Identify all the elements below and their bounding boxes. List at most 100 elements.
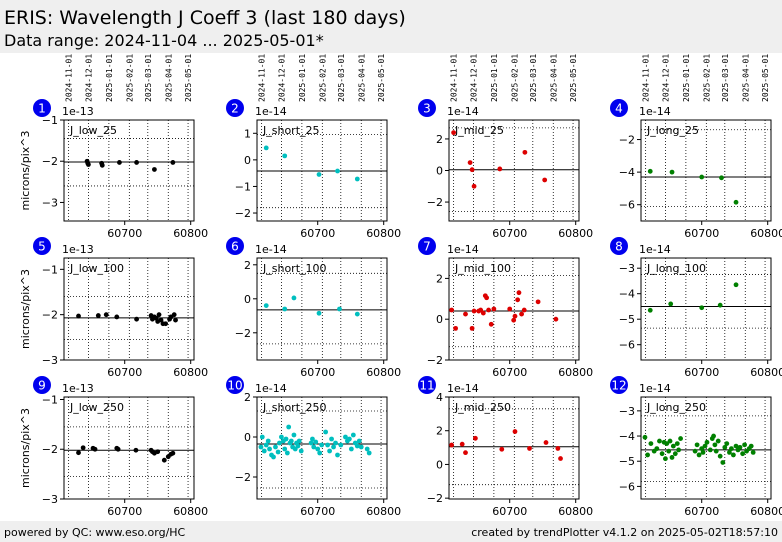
x-tick-label: 60700 bbox=[300, 505, 335, 518]
data-point bbox=[316, 172, 322, 177]
panel-number-badge bbox=[226, 376, 244, 394]
panel-number: 6 bbox=[231, 240, 239, 254]
footer-bar bbox=[0, 521, 782, 542]
axis-multiplier: 1e-13 bbox=[62, 243, 94, 256]
y-tick-label: −1 bbox=[42, 114, 58, 127]
data-point bbox=[678, 436, 683, 441]
data-point bbox=[713, 448, 719, 454]
data-point bbox=[674, 441, 680, 446]
y-tick-label: 0 bbox=[436, 313, 443, 326]
date-tick-label: 2025-05-01 bbox=[761, 54, 770, 102]
axis-multiplier: 1e-14 bbox=[639, 105, 671, 118]
y-tick-label: 0 bbox=[244, 293, 251, 306]
y-tick-label: −2 bbox=[619, 134, 635, 147]
data-point bbox=[471, 308, 477, 314]
data-point bbox=[515, 297, 521, 303]
x-tick-label: 60800 bbox=[173, 227, 208, 240]
panel-j-mid-25: −2 0 2 60700 60800 1e-14 J_mid_25 3 2024-11-01 20… bbox=[418, 54, 593, 240]
data-point bbox=[80, 445, 86, 451]
date-tick-label: 2024-12-01 bbox=[277, 54, 286, 102]
data-point bbox=[329, 436, 334, 442]
date-tick-label: 2025-01-01 bbox=[298, 54, 307, 102]
data-point bbox=[117, 160, 122, 165]
data-point bbox=[308, 440, 314, 446]
panel-j-low-250: −3 −2 −1 60700 60800 1e-13 J_low_250 9 microns/p… bbox=[19, 376, 208, 518]
data-point bbox=[317, 450, 323, 456]
date-tick-label: 2025-04-01 bbox=[549, 54, 558, 102]
panel-number: 5 bbox=[38, 240, 46, 254]
date-tick-label: 2024-12-01 bbox=[469, 54, 478, 102]
x-tick-label: 60800 bbox=[750, 505, 782, 518]
data-point bbox=[286, 424, 292, 430]
data-point bbox=[469, 167, 475, 173]
y-tick-label: −2 bbox=[427, 492, 443, 505]
panel-number: 10 bbox=[227, 379, 242, 393]
data-point bbox=[115, 446, 121, 452]
data-point bbox=[451, 130, 457, 136]
data-point bbox=[669, 169, 675, 175]
panel-number: 2 bbox=[231, 102, 239, 116]
data-point bbox=[338, 442, 344, 448]
x-tick-label: 60800 bbox=[558, 227, 593, 240]
data-point bbox=[707, 447, 713, 453]
data-point bbox=[469, 325, 475, 331]
y-axis-label: microns/pix^3 bbox=[19, 130, 32, 210]
panel-label: J_short_25 bbox=[262, 124, 320, 137]
x-tick-label: 60800 bbox=[366, 505, 401, 518]
y-tick-label: −3 bbox=[42, 196, 58, 209]
data-point bbox=[327, 448, 332, 454]
data-point bbox=[742, 442, 748, 448]
data-point bbox=[316, 310, 322, 316]
data-point bbox=[672, 451, 678, 457]
date-tick-label: 2025-03-01 bbox=[529, 54, 538, 102]
data-point bbox=[263, 303, 269, 308]
panel-number-badge bbox=[226, 237, 244, 255]
data-point bbox=[507, 306, 513, 312]
y-tick-label: −5 bbox=[619, 313, 635, 326]
data-point bbox=[711, 433, 716, 439]
x-tick-label: 60800 bbox=[750, 366, 782, 379]
data-point bbox=[134, 316, 139, 322]
data-point bbox=[158, 317, 164, 323]
data-point bbox=[657, 438, 662, 444]
date-tick-label: 2025-04-01 bbox=[357, 54, 366, 102]
y-tick-label: −2 bbox=[42, 309, 58, 322]
data-point bbox=[337, 306, 342, 312]
y-axis-label: microns/pix^3 bbox=[19, 408, 32, 488]
x-tick-label: 60700 bbox=[492, 366, 527, 379]
data-point bbox=[271, 454, 276, 460]
y-tick-label: 1 bbox=[244, 127, 251, 140]
y-tick-label: 0 bbox=[436, 165, 443, 178]
panel-j-short-100: −2 0 2 60700 60800 1e-14 J_short_100 6 bbox=[226, 237, 401, 379]
header-bar bbox=[0, 0, 782, 53]
data-point bbox=[323, 429, 329, 435]
y-tick-label: −4 bbox=[619, 430, 635, 443]
panel-label: J_low_250 bbox=[69, 401, 124, 414]
data-point bbox=[668, 301, 674, 307]
data-point bbox=[737, 444, 743, 450]
data-point bbox=[354, 443, 360, 449]
data-point bbox=[291, 432, 297, 438]
panel-number: 3 bbox=[423, 102, 431, 116]
footer-credit: powered by QC: www.eso.org/HC bbox=[4, 526, 186, 539]
data-point bbox=[346, 436, 352, 442]
data-point bbox=[733, 443, 739, 449]
data-point bbox=[553, 316, 559, 322]
panel-number-badge bbox=[610, 376, 628, 394]
y-tick-label: 0 bbox=[436, 458, 443, 471]
data-point bbox=[512, 429, 518, 434]
data-point bbox=[702, 443, 708, 449]
x-tick-label: 60700 bbox=[107, 366, 142, 379]
data-point bbox=[733, 199, 739, 205]
date-tick-label: 2025-02-01 bbox=[125, 54, 134, 102]
data-point bbox=[463, 450, 468, 456]
panel-label: J_mid_100 bbox=[454, 262, 511, 275]
panel-number: 12 bbox=[611, 379, 626, 393]
panel-number-badge bbox=[226, 99, 244, 117]
data-point bbox=[319, 442, 325, 448]
data-point bbox=[542, 177, 548, 183]
data-point bbox=[699, 174, 705, 180]
x-tick-label: 60700 bbox=[684, 366, 719, 379]
data-point bbox=[467, 160, 473, 166]
data-point bbox=[265, 438, 271, 444]
